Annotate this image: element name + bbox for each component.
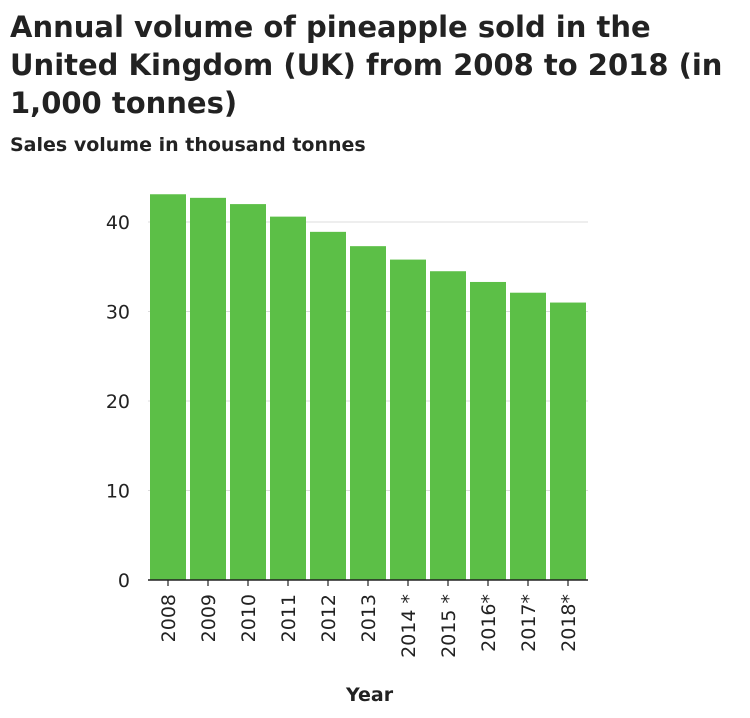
bar — [230, 204, 266, 580]
bars — [150, 194, 586, 581]
x-axis-ticks: 2008 2009 2010 2011 2012 2013 2014 * 2015 * 2016… — [158, 580, 580, 658]
x-tick-label: 2018* — [558, 594, 580, 652]
bar — [430, 271, 466, 580]
bar — [470, 281, 506, 580]
y-tick-label: 30 — [106, 302, 130, 324]
bar — [310, 231, 346, 580]
bar — [390, 259, 426, 580]
x-tick-label: 2008 — [158, 594, 180, 642]
bar — [550, 302, 586, 580]
y-tick-label: 20 — [106, 391, 130, 413]
chart-title: Annual volume of pineapple sold in the U… — [10, 10, 723, 120]
bar — [270, 216, 306, 580]
bar — [190, 197, 226, 580]
x-tick-label: 2017* — [518, 594, 540, 652]
x-tick-label: 2015 * — [438, 594, 460, 658]
bar — [510, 292, 546, 580]
x-tick-label: 2016* — [478, 594, 500, 652]
bar — [150, 194, 186, 580]
y-tick-label: 10 — [106, 481, 130, 503]
x-tick-label: 2009 — [198, 594, 220, 642]
bar — [350, 246, 386, 581]
x-tick-label: 2010 — [238, 594, 260, 642]
x-axis-label: Year — [346, 684, 394, 706]
y-tick-label: 40 — [106, 212, 130, 234]
y-axis-label: Sales volume in thousand tonnes — [10, 134, 366, 156]
x-tick-label: 2014 * — [398, 594, 420, 658]
x-tick-label: 2011 — [278, 594, 300, 642]
x-tick-label: 2012 — [318, 594, 340, 642]
y-axis-ticks: 0 10 20 30 40 — [106, 212, 130, 592]
x-tick-label: 2013 — [358, 594, 380, 642]
y-tick-label: 0 — [118, 570, 130, 592]
